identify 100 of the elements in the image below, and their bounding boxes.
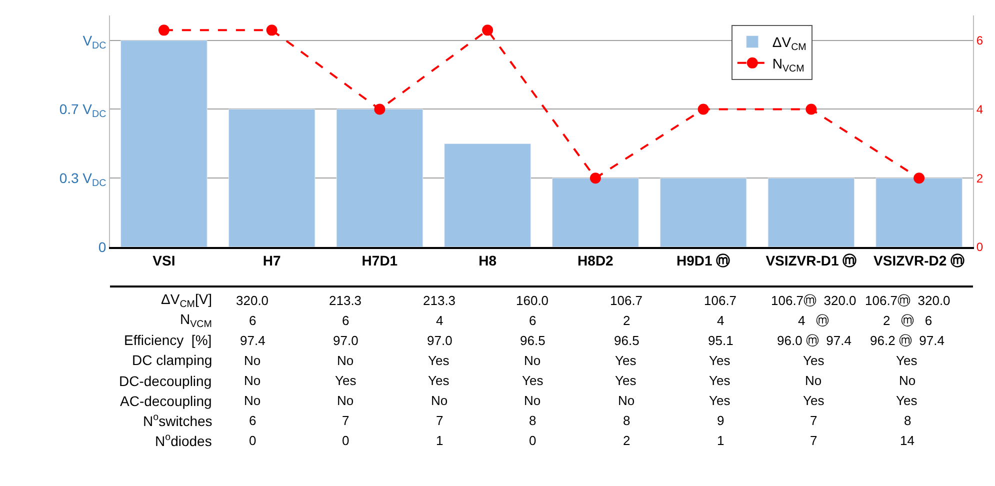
y2-tick-label: 4 (976, 102, 984, 116)
y2-tick-label: 2 (976, 171, 984, 186)
bar (660, 178, 747, 247)
text: 8 (904, 413, 912, 428)
text: Efficiency [%] (124, 332, 212, 348)
text: 95.1 (708, 333, 734, 348)
text: Yes (896, 353, 918, 368)
x-tick-label: VSI (152, 252, 176, 269)
text: 2 (623, 433, 630, 448)
text: Yes (709, 393, 731, 408)
x-tick-label: H8 (478, 252, 497, 269)
text: 6 (249, 413, 256, 428)
bar (120, 40, 208, 247)
bar (876, 178, 962, 247)
text: 106.7 (610, 293, 643, 308)
y-tick-label: 0.3 V$_{DC}$ (59, 170, 106, 189)
point (374, 104, 386, 115)
text: AC-decoupling (120, 393, 212, 409)
y2-tick-label: 6 (976, 34, 984, 48)
text: 96.5 (614, 333, 640, 348)
text: No (805, 373, 822, 388)
text: 106.7 (704, 293, 737, 308)
bar (336, 108, 424, 247)
text: 4 (436, 313, 444, 328)
text: N$^{o}$switches (143, 412, 212, 429)
text: 1 (717, 433, 724, 448)
bar (768, 178, 855, 247)
text: 96.2 ⓜ 97.4 (870, 333, 944, 348)
bar (228, 108, 316, 247)
point (158, 24, 170, 36)
point (266, 24, 278, 36)
text: Yes (428, 353, 450, 368)
text: 0 (529, 433, 536, 448)
x-tick-label: VSIZVR-D1 ⓜ (766, 252, 857, 269)
legend-label: N$_{VCM}$ (772, 55, 804, 74)
text: No (337, 353, 354, 368)
text: DC-decoupling (119, 373, 212, 389)
text: Yes (428, 373, 450, 388)
text: ΔV$_{CM}$[V] (161, 291, 212, 310)
text: 96.5 (520, 333, 546, 348)
text: No (524, 353, 541, 368)
text: 7 (810, 433, 818, 448)
y-tick-label: 0 (98, 238, 106, 255)
text: 106.7ⓜ 320.0 (865, 293, 950, 308)
text: 213.3 (329, 293, 362, 308)
text: 4 (717, 313, 724, 328)
text: 96.0 ⓜ 97.4 (777, 333, 852, 348)
point (914, 172, 925, 184)
text: 2 ⓜ 6 (883, 313, 932, 328)
text: N$_{VCM}$ (180, 311, 212, 330)
point (806, 104, 817, 115)
text: 97.0 (427, 333, 452, 348)
text: 6 (529, 313, 536, 328)
text: No (244, 393, 261, 408)
text: 7 (436, 413, 444, 428)
text: No (524, 393, 541, 408)
y-tick-label: 0.7 V$_{DC}$ (59, 101, 106, 120)
text: 6 (249, 313, 256, 328)
text: No (431, 393, 448, 408)
x-tick-label: H7D1 (362, 252, 398, 269)
text: No (618, 393, 635, 408)
text: Yes (709, 353, 731, 368)
x-tick-label: H9D1 ⓜ (676, 252, 730, 269)
text: 7 (342, 413, 350, 428)
text: 160.0 (516, 293, 549, 308)
text: 106.7ⓜ 320.0 (771, 293, 856, 308)
text: N$^{o}$diodes (155, 432, 212, 449)
text: No (244, 353, 261, 368)
point (590, 172, 601, 184)
bar (552, 178, 639, 247)
y-tick-label: V$_{DC}$ (82, 32, 106, 52)
text: No (899, 373, 916, 388)
text: 9 (717, 413, 724, 428)
text: No (244, 373, 261, 388)
legend-label: ΔV$_{CM}$ (772, 34, 806, 54)
text: 6 (342, 313, 350, 328)
bar (444, 143, 531, 247)
text: 97.0 (333, 333, 358, 348)
text: 213.3 (423, 293, 456, 308)
text: 97.4 (240, 333, 266, 348)
text: 0 (249, 433, 256, 448)
y2-tick-label: 0 (976, 240, 984, 254)
x-tick-label: H7 (262, 252, 281, 269)
x-tick-label: VSIZVR-D2 ⓜ (874, 252, 965, 269)
text: Yes (803, 353, 825, 368)
text: 320.0 (236, 293, 269, 308)
text: Yes (522, 373, 544, 388)
text: Yes (803, 393, 825, 408)
text: DC clamping (132, 352, 212, 368)
text: 8 (529, 413, 536, 428)
text: 0 (342, 433, 350, 448)
text: Yes (709, 373, 731, 388)
text: 7 (810, 413, 818, 428)
text: Yes (335, 373, 357, 388)
text: Yes (896, 393, 918, 408)
text: 1 (436, 433, 444, 448)
text: Yes (615, 353, 637, 368)
x-tick-label: H8D2 (578, 252, 614, 269)
text: No (337, 393, 354, 408)
text: 4 ⓜ (798, 313, 830, 328)
